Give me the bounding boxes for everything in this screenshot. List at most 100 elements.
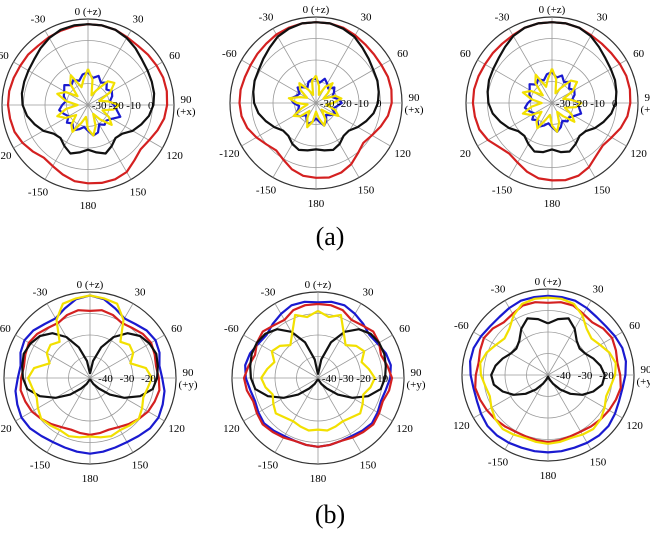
- angle-tick-label: 90: [645, 92, 650, 104]
- angle-tick-label: -60: [454, 320, 469, 332]
- angle-tick-label: -60: [224, 323, 239, 335]
- radial-tick-label: -30: [339, 373, 354, 385]
- angle-tick-label: -150: [30, 460, 51, 472]
- angle-tick-label: 180: [308, 198, 325, 210]
- radial-tick-label: -20: [141, 373, 156, 385]
- angle-tick-label: 30: [361, 11, 373, 23]
- angle-tick-label: 120: [168, 423, 185, 435]
- angle-tick-label: 60: [397, 48, 409, 60]
- angle-tick-label: 30: [363, 286, 375, 298]
- angle-tick-label: -60: [222, 48, 237, 60]
- axis-label-right: (+x): [176, 106, 195, 118]
- angle-tick-label: -30: [495, 11, 510, 23]
- angle-tick-label: -150: [492, 185, 513, 197]
- angle-tick-label: 30: [135, 286, 147, 298]
- angle-tick-label: 180: [544, 198, 561, 210]
- angle-tick-label: -30: [31, 13, 46, 25]
- grid-spoke: [474, 375, 548, 418]
- angle-tick-label: -150: [258, 460, 279, 472]
- angle-tick-label: 90: [409, 92, 421, 104]
- grid-spoke: [45, 31, 88, 105]
- angle-tick-label: 180: [540, 470, 557, 482]
- angle-tick-label: -30: [259, 11, 274, 23]
- radial-tick-label: -10: [354, 98, 369, 110]
- grid-spoke: [505, 301, 548, 375]
- axis-label-right: (+y): [636, 376, 650, 388]
- angle-tick-label: -30: [33, 286, 48, 298]
- axis-label-right: (+y): [178, 379, 197, 391]
- radial-tick-label: -30: [120, 373, 135, 385]
- radial-tick-label: -40: [98, 373, 113, 385]
- angle-tick-label: 150: [590, 457, 607, 469]
- angle-tick-label: 60: [399, 323, 411, 335]
- radial-tick-label: -30: [556, 98, 571, 110]
- angle-tick-label: 0 (+z): [539, 4, 566, 16]
- radial-tick-label: -20: [109, 100, 124, 112]
- angle-tick-label: -150: [28, 187, 49, 199]
- angle-tick-label: 120: [396, 423, 413, 435]
- angle-tick-label: 60: [460, 48, 472, 60]
- angle-tick-label: 60: [629, 320, 641, 332]
- angle-tick-label: 150: [132, 460, 149, 472]
- polar-chart-6: -40-30-200 (+z)306090(+y)120150180-15012…: [453, 276, 650, 482]
- angle-tick-label: 0 (+z): [303, 4, 330, 16]
- polar-chart-4: -40 -30 -20 0 (+z) 30 60 90(+y) 120 150 180 -150 12…: [0, 279, 198, 485]
- radial-tick-label: -10: [590, 98, 605, 110]
- radial-tick-label: -30: [578, 370, 593, 382]
- radial-tick-label: -10: [126, 100, 141, 112]
- angle-tick-label: 0 (+z): [77, 279, 104, 291]
- angle-tick-label: 20: [460, 148, 472, 160]
- grid-spoke: [242, 103, 316, 146]
- angle-tick-label: -120: [219, 148, 240, 160]
- angle-tick-label: 60: [171, 323, 183, 335]
- axis-label-right: (+y): [406, 379, 425, 391]
- caption-a: (a): [290, 222, 370, 252]
- angle-tick-label: 90: [641, 364, 650, 376]
- radial-tick-label: -10: [373, 373, 388, 385]
- angle-tick-label: -30: [261, 286, 276, 298]
- radial-tick-label: -20: [356, 373, 371, 385]
- angle-tick-label: 90: [411, 367, 423, 379]
- angle-tick-label: 0 (+z): [535, 276, 562, 288]
- angle-tick-label: -60: [0, 50, 9, 62]
- angle-tick-label: 120: [166, 150, 183, 162]
- radial-tick-label: -20: [599, 370, 614, 382]
- angle-tick-label: 150: [360, 460, 377, 472]
- angle-tick-label: -150: [256, 185, 277, 197]
- radial-tick-label: -40: [556, 370, 571, 382]
- angle-tick-label: -150: [488, 457, 509, 469]
- radial-tick-label: 0: [376, 98, 382, 110]
- angle-tick-label: 30: [597, 11, 609, 23]
- angle-tick-label: 180: [310, 473, 327, 485]
- grid-spoke: [90, 335, 164, 378]
- radial-tick-label: -30: [92, 100, 107, 112]
- angle-tick-label: 90: [183, 367, 195, 379]
- axis-label-right: (+x): [640, 104, 650, 116]
- angle-tick-label: -120: [0, 150, 12, 162]
- angle-tick-label: 120: [0, 423, 12, 435]
- polar-chart-5: -40-30-20-100 (+z)306090(+y)120150180-15…: [223, 279, 426, 485]
- angle-tick-label: 0 (+z): [305, 279, 332, 291]
- angle-tick-label: 120: [453, 420, 470, 432]
- angle-tick-label: 30: [593, 283, 605, 295]
- angle-tick-label: 120: [630, 148, 647, 160]
- angle-tick-label: 90: [181, 94, 193, 106]
- angle-tick-label: 120: [223, 423, 240, 435]
- angle-tick-label: 150: [594, 185, 611, 197]
- radial-tick-label: -40: [322, 373, 337, 385]
- radial-tick-label: 0: [612, 98, 618, 110]
- radial-tick-label: -20: [337, 98, 352, 110]
- grid-spoke: [548, 301, 591, 375]
- angle-tick-label: -60: [0, 323, 11, 335]
- angle-tick-label: 180: [80, 200, 97, 212]
- caption-b: (b): [290, 500, 370, 530]
- angle-tick-label: 180: [82, 473, 99, 485]
- radial-tick-label: -20: [573, 98, 588, 110]
- angle-tick-label: 60: [633, 48, 645, 60]
- radial-tick-label: 0: [148, 100, 154, 112]
